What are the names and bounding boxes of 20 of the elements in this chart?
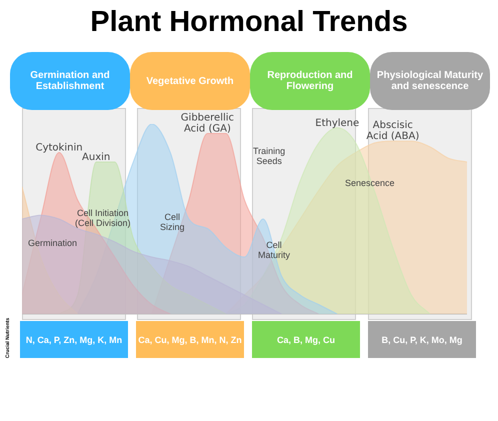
annotation: Cell Maturity — [258, 240, 290, 260]
text: Vegetative Growth — [146, 76, 234, 86]
annotation: Cell Sizing — [160, 212, 185, 232]
series-label: Auxin — [82, 152, 110, 163]
text: Physiological Maturity and senescence — [376, 70, 484, 92]
text: B, Cu, P, K, Mo, Mg — [368, 321, 476, 358]
series-label: Cytokinin — [36, 142, 83, 154]
text: Ca, Cu, Mg, B, Mn, N, Zn — [136, 321, 244, 358]
series-label: Ethylene — [315, 118, 360, 129]
chart-title: Plant Hormonal Trends — [89, 6, 409, 39]
text: N, Ca, P, Zn, Mg, K, Mn — [20, 321, 128, 358]
annotation: Cell Initiation (Cell Division) — [75, 208, 131, 228]
series-label: Gibberellic Acid (GA) — [180, 112, 234, 134]
text: Germination and Establishment — [30, 70, 110, 92]
annotation: Training Seeds — [253, 146, 286, 166]
annotation: Germination — [28, 238, 78, 248]
annotation: Senescence — [345, 178, 395, 188]
text: Ca, B, Mg, Cu — [252, 321, 360, 358]
text: Reproduction and Flowering — [267, 70, 353, 92]
series-label: Abscisic Acid (ABA) — [366, 120, 420, 142]
